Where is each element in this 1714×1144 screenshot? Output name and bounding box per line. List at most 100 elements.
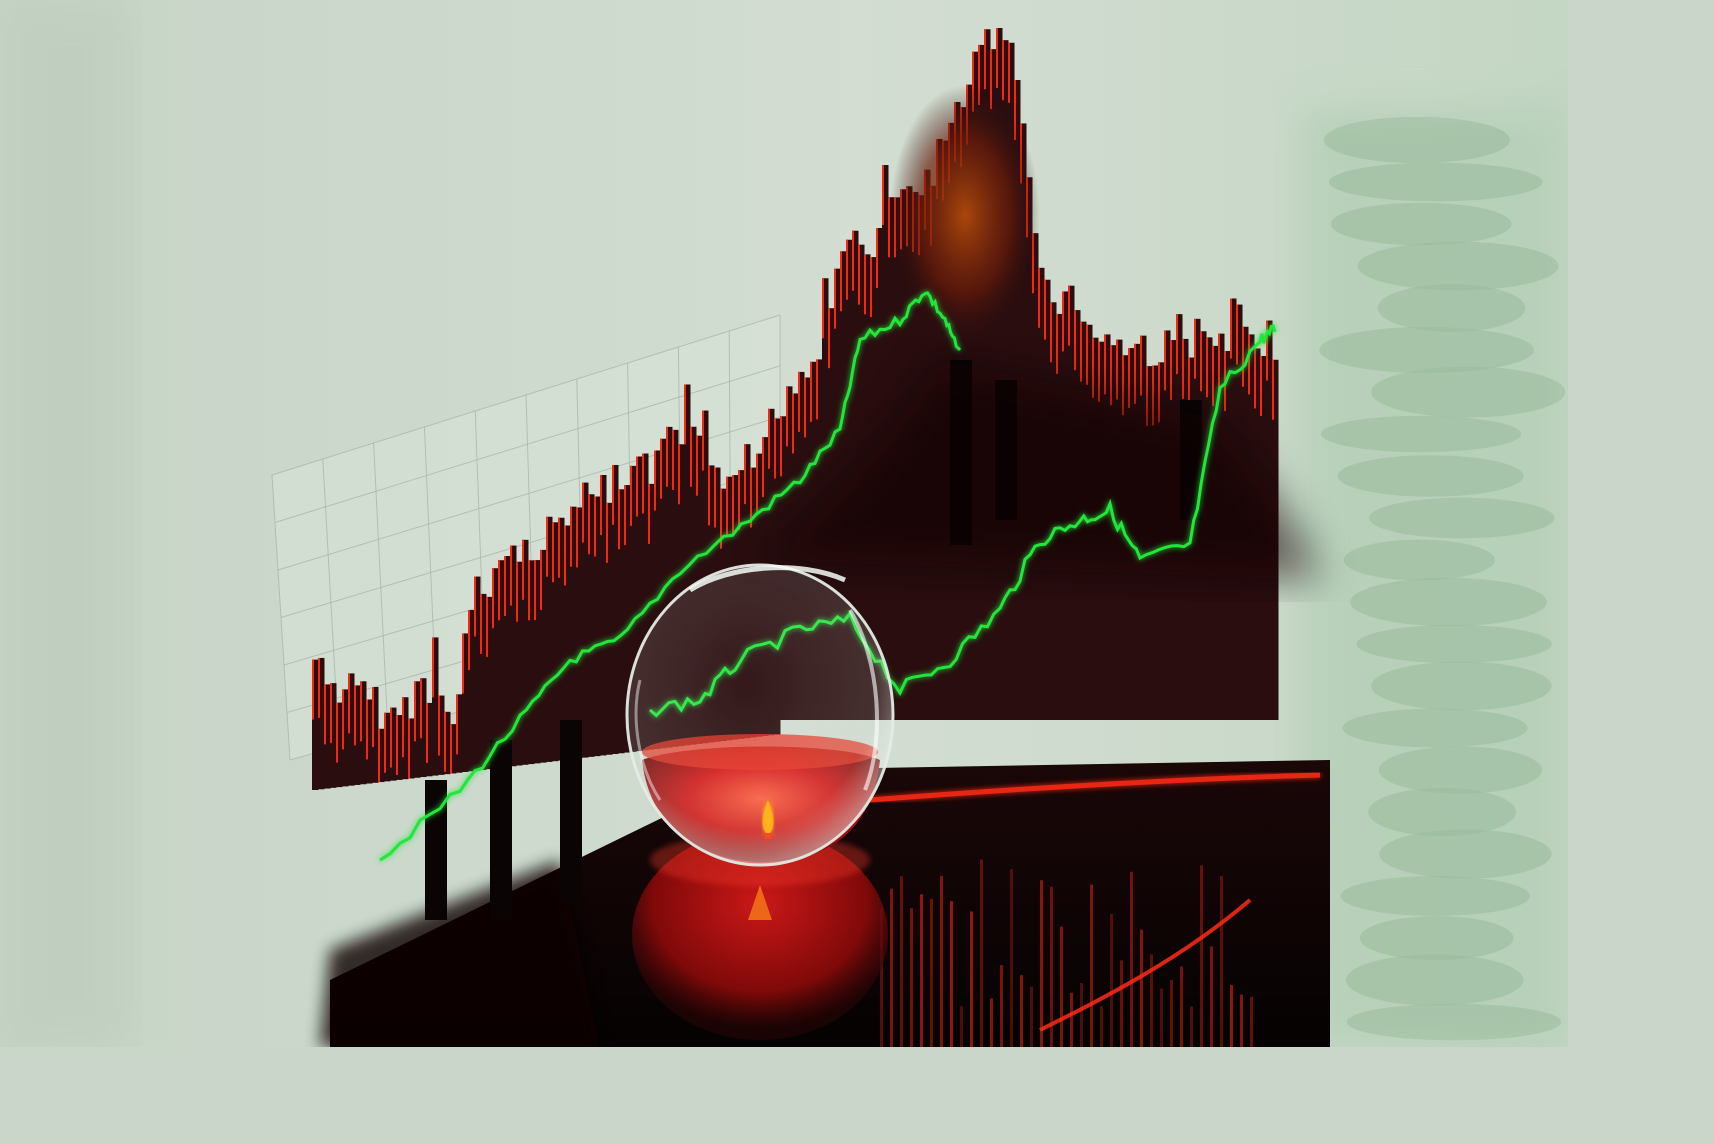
bar-edge (330, 683, 332, 744)
bar-edge (666, 426, 668, 487)
grid-line-horizontal (274, 365, 781, 523)
bar-edge (624, 485, 626, 546)
bar-edge (480, 593, 482, 654)
bar-edge (534, 560, 536, 621)
bar-edge (972, 51, 974, 112)
chart-post (560, 720, 582, 900)
bar-edge (1248, 334, 1250, 395)
reflection-bar (1070, 992, 1073, 1047)
bar (438, 695, 445, 775)
bar-edge (354, 685, 356, 746)
bar (354, 685, 361, 785)
bar-edge (648, 483, 650, 544)
right-textured-panel (1300, 110, 1568, 1047)
bar-edge (1098, 341, 1100, 402)
bar-edge (384, 712, 386, 773)
bar-edge (606, 502, 608, 563)
bar-edge (540, 549, 542, 610)
bar-edge (1206, 337, 1208, 398)
bar-edge (456, 694, 458, 755)
grid-line-horizontal (271, 314, 781, 476)
bar-edge (690, 426, 692, 487)
texture-blob (1377, 284, 1526, 332)
reflection-bar (980, 859, 983, 1047)
bar (522, 539, 529, 765)
reflection-bar (970, 911, 973, 1047)
bowl-body (625, 563, 895, 867)
bar-edge (582, 482, 584, 543)
bar-edge (318, 657, 320, 718)
bar-edge (804, 377, 806, 438)
bar-edge (744, 444, 746, 505)
bar-edge (1128, 348, 1130, 409)
bar (384, 712, 391, 782)
bar (342, 689, 349, 787)
bar-edge (558, 517, 560, 578)
bar (390, 707, 397, 781)
bar-edge (408, 718, 410, 779)
bar (324, 684, 331, 789)
bar-edge (372, 687, 374, 748)
bar-edge (1218, 333, 1220, 394)
bar-edge (846, 239, 848, 300)
bar-edge (720, 488, 722, 549)
bar (492, 568, 499, 769)
bar-edge (726, 476, 728, 537)
bar-edge (1212, 345, 1214, 406)
bar-edge (1056, 313, 1058, 374)
bar (474, 576, 481, 771)
reflection-bar (940, 875, 943, 1047)
bar-edge (1254, 348, 1256, 409)
bar-edge (732, 475, 734, 536)
bar-edge (348, 673, 350, 734)
bar-edge (342, 689, 344, 750)
reflection-bar (900, 876, 903, 1047)
texture-blob (1357, 241, 1559, 291)
bar-edge (816, 359, 818, 420)
bar (618, 489, 625, 754)
bar-edge (1272, 359, 1274, 420)
bar-edge (360, 681, 362, 742)
bar-edge (642, 453, 644, 514)
reflection-bar (1170, 980, 1173, 1047)
bar-edge (1164, 330, 1166, 391)
bar (504, 556, 511, 767)
bar-edge (714, 467, 716, 528)
bar (630, 465, 637, 752)
reflection-bar (890, 888, 893, 1047)
texture-blob (1340, 875, 1531, 917)
table-left-shadow (320, 860, 600, 1047)
bar-edge (486, 596, 488, 657)
bar (456, 694, 463, 773)
bar-edge (1104, 334, 1106, 395)
bar-edge (546, 516, 548, 577)
bar-edge (858, 244, 860, 305)
bar-edge (822, 278, 824, 339)
bar-edge (402, 697, 404, 758)
bar-edge (390, 707, 392, 768)
left-texture (0, 0, 130, 1047)
reflection-bar (950, 901, 953, 1047)
texture-blob (1342, 708, 1528, 748)
bar (516, 561, 523, 766)
bar-edge (432, 637, 434, 698)
bar (570, 506, 577, 760)
bar (396, 715, 403, 780)
texture-blob (1328, 162, 1543, 202)
reflection-bar (1250, 996, 1253, 1047)
bar-edge (414, 681, 416, 742)
reflection-bar (1140, 929, 1143, 1047)
texture-blob (1330, 202, 1512, 246)
texture-blob (1337, 455, 1524, 497)
bar-edge (654, 450, 656, 511)
bar-edge (1002, 40, 1004, 101)
bar-edge (564, 525, 566, 586)
bar (378, 728, 385, 783)
bar (402, 697, 409, 780)
bar (444, 711, 451, 775)
reflection-bar (1130, 871, 1133, 1047)
bar-edge (570, 506, 572, 567)
reflection-bar (1010, 869, 1013, 1047)
bar-edge (1188, 357, 1190, 418)
bar (624, 485, 631, 753)
